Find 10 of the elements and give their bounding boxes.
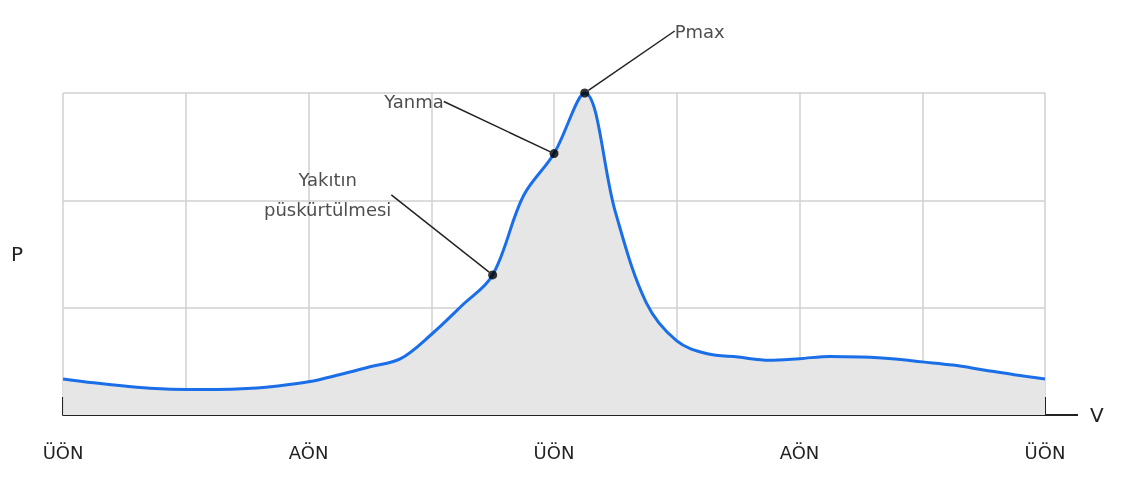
- text: Pmax: [674, 20, 726, 42]
- x-tick-label: ÜÖN: [1024, 441, 1066, 463]
- x-tick-label: AÖN: [779, 441, 820, 463]
- x-tick-label: AÖN: [288, 441, 329, 463]
- x-tick-label: ÜÖN: [42, 441, 84, 463]
- annotation: Yanma: [383, 91, 444, 113]
- y-axis-title: P: [11, 242, 24, 266]
- x-axis-title: V: [1090, 403, 1104, 427]
- annotation: Yakıtın püskürtülmesi: [263, 169, 392, 221]
- x-tick-label: ÜÖN: [533, 441, 575, 463]
